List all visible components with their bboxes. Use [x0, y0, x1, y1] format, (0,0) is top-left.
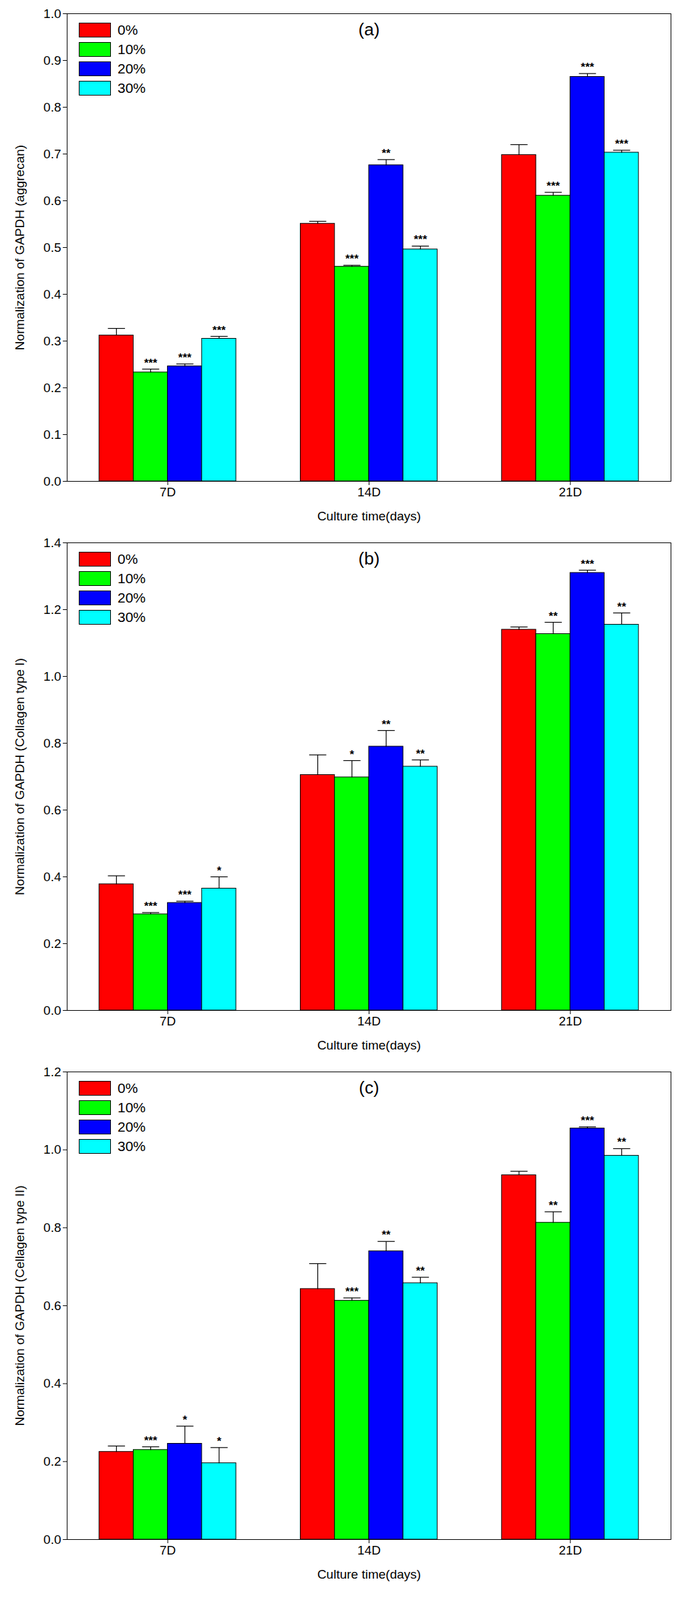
- svg-text:**: **: [416, 1264, 426, 1278]
- svg-text:***: ***: [581, 60, 595, 74]
- svg-text:*: *: [217, 864, 222, 878]
- svg-text:*: *: [350, 748, 355, 761]
- svg-text:21D: 21D: [558, 1543, 582, 1558]
- svg-text:7D: 7D: [159, 484, 176, 499]
- svg-text:1.0: 1.0: [43, 669, 61, 684]
- svg-text:**: **: [549, 1199, 559, 1212]
- svg-text:**: **: [617, 600, 627, 614]
- svg-text:0.8: 0.8: [43, 736, 61, 751]
- svg-text:**: **: [416, 747, 426, 761]
- svg-text:0.2: 0.2: [43, 380, 61, 395]
- svg-text:Culture time(days): Culture time(days): [317, 1038, 421, 1053]
- svg-text:Culture time(days): Culture time(days): [317, 1567, 421, 1582]
- svg-text:0.2: 0.2: [43, 936, 61, 951]
- svg-text:**: **: [381, 1228, 391, 1242]
- svg-text:0.6: 0.6: [43, 1298, 61, 1313]
- svg-text:**: **: [617, 1135, 627, 1149]
- html-text:20%: 20%: [117, 60, 146, 76]
- svg-text:0.4: 0.4: [43, 869, 62, 884]
- svg-text:***: ***: [212, 323, 226, 337]
- html-text:20%: 20%: [117, 1118, 146, 1134]
- html-text:0%: 0%: [117, 1079, 138, 1096]
- svg-text:***: ***: [345, 1285, 359, 1298]
- svg-text:0.4: 0.4: [43, 1376, 62, 1391]
- html-text:20%: 20%: [117, 589, 146, 605]
- html-text:30%: 30%: [117, 79, 146, 96]
- svg-text:21D: 21D: [558, 484, 582, 499]
- svg-text:(b): (b): [358, 548, 381, 569]
- svg-text:*: *: [182, 1413, 188, 1427]
- svg-text:***: ***: [581, 1114, 595, 1127]
- svg-text:***: ***: [581, 557, 595, 571]
- svg-text:7D: 7D: [159, 1013, 176, 1029]
- svg-text:0.1: 0.1: [43, 427, 61, 442]
- svg-text:***: ***: [178, 888, 192, 902]
- svg-text:0.8: 0.8: [43, 100, 61, 115]
- svg-text:Normalization of GAPDH (Collag: Normalization of GAPDH (Collagen type I): [12, 657, 27, 896]
- svg-text:**: **: [549, 609, 559, 623]
- svg-text:*: *: [217, 1434, 222, 1448]
- svg-text:***: ***: [178, 351, 192, 365]
- svg-text:**: **: [381, 146, 391, 160]
- html-text:0%: 0%: [117, 21, 138, 38]
- svg-text:***: ***: [144, 899, 158, 913]
- svg-text:1.2: 1.2: [43, 602, 61, 617]
- svg-text:Normalization of GAPDH (Cellag: Normalization of GAPDH (Cellagen type II…: [12, 1184, 27, 1426]
- svg-text:0.2: 0.2: [43, 1454, 61, 1469]
- html-text:10%: 10%: [117, 41, 146, 57]
- svg-text:(a): (a): [358, 19, 381, 40]
- html-text:10%: 10%: [117, 570, 146, 586]
- svg-text:***: ***: [413, 233, 427, 246]
- svg-text:0.8: 0.8: [43, 1220, 61, 1235]
- svg-text:14D: 14D: [357, 1013, 381, 1029]
- svg-text:7D: 7D: [159, 1543, 176, 1558]
- svg-text:***: ***: [144, 356, 158, 370]
- svg-text:1.2: 1.2: [43, 1064, 61, 1079]
- svg-text:***: ***: [615, 137, 629, 151]
- svg-text:Normalization of GAPDH (aggrec: Normalization of GAPDH (aggrecan): [12, 144, 27, 351]
- svg-text:0.7: 0.7: [43, 146, 61, 161]
- html-text:30%: 30%: [117, 1137, 146, 1154]
- svg-text:1.0: 1.0: [43, 1142, 61, 1157]
- svg-text:***: ***: [345, 252, 359, 266]
- svg-text:***: ***: [546, 179, 560, 193]
- svg-text:***: ***: [144, 1434, 158, 1447]
- svg-text:0.6: 0.6: [43, 802, 61, 817]
- svg-text:14D: 14D: [357, 484, 381, 499]
- svg-text:0.6: 0.6: [43, 193, 61, 208]
- svg-text:0.0: 0.0: [43, 1532, 61, 1547]
- svg-text:1.0: 1.0: [43, 6, 61, 21]
- html-text:10%: 10%: [117, 1099, 146, 1115]
- svg-text:1.4: 1.4: [43, 535, 62, 550]
- svg-text:14D: 14D: [357, 1543, 381, 1558]
- svg-text:**: **: [381, 718, 391, 731]
- svg-text:(c): (c): [358, 1077, 379, 1098]
- svg-text:0.5: 0.5: [43, 240, 61, 255]
- html-text:30%: 30%: [117, 608, 146, 625]
- html-text:0%: 0%: [117, 550, 138, 567]
- svg-text:0.4: 0.4: [43, 287, 62, 302]
- svg-text:Culture time(days): Culture time(days): [317, 508, 421, 524]
- svg-text:0.0: 0.0: [43, 474, 61, 489]
- svg-text:0.9: 0.9: [43, 53, 61, 68]
- svg-text:21D: 21D: [558, 1013, 582, 1029]
- svg-text:0.3: 0.3: [43, 333, 61, 349]
- svg-text:0.0: 0.0: [43, 1003, 61, 1018]
